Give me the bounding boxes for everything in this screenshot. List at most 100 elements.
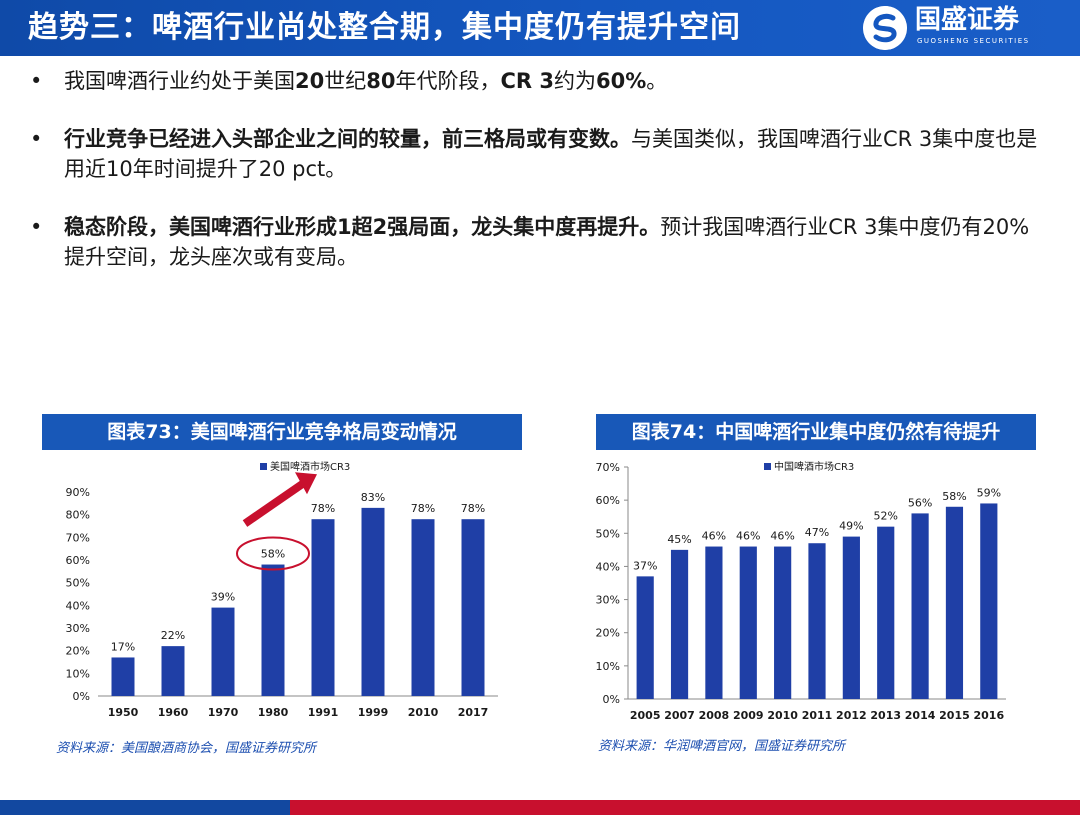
legend-label: 中国啤酒市场CR3 [774,460,854,473]
x-tick-label: 1950 [108,706,139,719]
data-label: 58% [942,490,966,503]
y-tick-label: 10% [596,660,620,673]
bullet-emphasis: 强局面，龙头集中度再提升。 [387,215,661,239]
bullet-emphasis: CR 3 [500,69,554,93]
bullet-text: 。 [646,69,668,93]
logo-name: 国盛证券 [915,5,1020,35]
chart-source-left: 资料来源：美国酿酒商协会，国盛证券研究所 [56,741,317,756]
company-logo: 国盛证券 GUOSHENG SECURITIES [863,2,1068,54]
x-tick-label: 2009 [733,709,764,722]
y-tick-label: 20% [66,645,90,658]
data-label: 78% [311,502,335,515]
x-tick-label: 2015 [939,709,970,722]
chart-header-left: 图表73：美国啤酒行业竞争格局变动情况 [42,414,522,450]
bullet-text: 世纪 [324,69,367,93]
bar [911,513,929,699]
data-label: 22% [161,629,185,642]
data-label: 46% [702,530,726,543]
data-label: 58% [261,548,285,561]
y-tick-label: 60% [596,494,620,507]
highlight-ellipse [236,536,310,571]
logo-mark-icon [863,6,907,50]
trend-arrow-head [295,472,317,495]
data-label: 59% [977,486,1001,499]
china-cr3-chart: 中国啤酒市场CR3 0% 10% 20% 30% 40% 50% 60% 70% 37% 2005 4… [596,460,1006,722]
legend-swatch [260,463,267,470]
bar [636,576,654,699]
page-title: 趋势三：啤酒行业尚处整合期，集中度仍有提升空间 [28,10,741,45]
data-label: 56% [908,496,932,509]
y-tick-label: 70% [66,531,90,544]
y-tick-label: 70% [596,461,620,474]
data-label: 83% [361,491,385,504]
bar [461,519,485,696]
legend-swatch [764,463,771,470]
y-tick-label: 80% [66,509,90,522]
bullet-emphasis: 60% [595,69,647,93]
bullet-emphasis: 2 [372,215,388,239]
trend-arrow-shaft [242,478,308,527]
y-tick-label: 20% [596,627,620,640]
bar [774,546,792,699]
x-tick-label: 2005 [630,709,661,722]
y-tick-label: 0% [603,693,620,706]
x-tick-label: 1980 [258,706,289,719]
bar [842,536,860,699]
bullet-emphasis: 稳态阶段，美国啤酒行业形成 [64,215,337,239]
y-tick-label: 30% [66,622,90,635]
x-tick-label: 2017 [458,706,489,719]
bullet-emphasis: 行业竞争已经进入头部企业之间的较量，前三格局或有变数。 [64,127,631,151]
chart-header-right: 图表74：中国啤酒行业集中度仍然有待提升 [596,414,1036,450]
y-tick-label: 50% [596,527,620,540]
bar [877,526,895,699]
y-tick-label: 30% [596,594,620,607]
bullet-text: 年代阶段， [395,69,501,93]
x-tick-label: 2007 [664,709,695,722]
legend-label: 美国啤酒市场CR3 [270,460,350,473]
y-tick-label: 0% [73,690,90,703]
bullet-text: 约为 [553,69,596,93]
bullet-emphasis: 1 [337,215,352,239]
x-tick-label: 1970 [208,706,239,719]
chart-header-left-text: 图表73：美国啤酒行业竞争格局变动情况 [107,421,457,443]
bar [311,519,335,696]
x-tick-label: 1991 [308,706,339,719]
chart-header-right-text: 图表74：中国啤酒行业集中度仍然有待提升 [631,421,1001,443]
bullet-dot-icon: • [30,127,43,151]
bar [161,646,185,696]
x-tick-label: 2008 [699,709,730,722]
y-tick-label: 90% [66,486,90,499]
x-tick-label: 2016 [974,709,1005,722]
bullet-item: • 稳态阶段，美国啤酒行业形成1超2强局面，龙头集中度再提升。预计我国啤酒行业C… [28,212,1048,272]
x-tick-label: 2010 [767,709,798,722]
y-tick-label: 10% [66,667,90,680]
data-label: 17% [111,640,135,653]
bar [261,564,285,696]
data-label: 78% [461,502,485,515]
data-label: 52% [874,510,898,523]
x-tick-label: 2011 [802,709,833,722]
chart-source-right: 资料来源：华润啤酒官网，国盛证券研究所 [598,739,846,754]
x-tick-label: 1960 [158,706,189,719]
bullet-text: 预计我国啤酒行业CR 3集中度仍有20%提升空间，龙头座次或有变局。 [64,215,1030,269]
bullet-text: 我国啤酒行业约处于美国 [64,69,295,93]
data-label: 46% [770,530,794,543]
y-tick-label: 50% [66,577,90,590]
bar [705,546,723,699]
x-tick-label: 2014 [905,709,936,722]
x-tick-label: 2013 [870,709,901,722]
us-cr3-chart: 美国啤酒市场CR3 0% 10% 20% 30% 40% 50% 60% 70% 80% 90% 17… [66,460,498,719]
data-label: 45% [667,533,691,546]
bullet-emphasis: 20 [295,69,325,93]
bullet-text: 与美国类似，我国啤酒行业CR 3集中度也是用近10年时间提升了20 pct。 [64,127,1038,181]
x-tick-label: 1999 [358,706,389,719]
bullet-dot-icon: • [30,69,43,93]
bar [739,546,757,699]
x-tick-label: 2010 [408,706,439,719]
bar [211,607,235,696]
x-tick-label: 2012 [836,709,867,722]
bar [670,549,689,699]
bar [980,503,998,699]
logo-english-name: GUOSHENG SECURITIES [917,37,1030,45]
bullet-list: • 我国啤酒行业约处于美国20世纪80年代阶段，CR 3约为60%。 • 行业竞… [28,66,1048,300]
